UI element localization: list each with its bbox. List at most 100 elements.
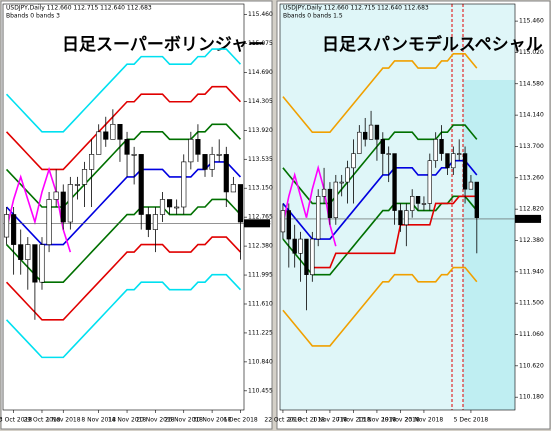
x-tick-label: 6 Dec 2018 [223,417,258,424]
candle-body [60,191,66,223]
candle-body [103,131,109,140]
candle-body [25,244,31,260]
candle-body [445,153,450,169]
candle-body [298,238,303,254]
left-panel[interactable] [0,0,273,430]
y-tick-label: 111.610 [248,300,273,307]
band-line [282,53,478,134]
candle-body [188,139,194,163]
candle-body [286,210,291,240]
candle-body [237,184,244,223]
price-tag-label: 112.683 [246,220,271,227]
y-tick-label: 110.180 [519,394,544,401]
y-tick-label: 115.460 [248,11,273,18]
y-tick-label: 111.060 [519,331,544,338]
x-tick-label: 7 Nov 2018 [336,417,371,424]
candle-body [321,188,327,197]
candle-body [474,181,479,218]
candle-body [209,154,215,170]
candle-body [39,244,45,283]
candle-body [363,131,368,140]
candle-body [32,244,38,283]
candle-body [74,184,80,186]
band-line [5,166,72,253]
y-tick-label: 115.075 [248,40,273,47]
candle-body [357,131,362,154]
x-tick-label: 1 Nov 2018 [313,417,348,424]
candle-body [195,139,201,155]
candle-body [181,161,187,208]
candle-body [3,214,10,238]
candle-body [230,184,236,193]
candle-body [333,181,338,218]
band-line [282,159,478,240]
candle-body [339,181,344,184]
candle-body [67,184,73,223]
candle-body [427,160,432,204]
band-line [282,266,478,347]
price-tag [244,219,270,228]
candle-body [152,214,158,230]
candle-body [81,169,88,185]
band-line [312,195,477,269]
x-tick-label: 5 Dec 2018 [454,417,489,424]
y-tick-label: 111.500 [519,300,544,307]
y-tick-label: 112.380 [519,237,544,244]
y-tick-label: 114.140 [519,112,544,119]
x-tick-label: 23 Oct 2018 [0,417,32,424]
y-tick-label: 113.920 [248,127,273,134]
candle-body [138,154,144,215]
candle-body [110,123,116,140]
candle-body [451,153,456,169]
candle-body [380,139,385,154]
y-tick-label: 114.580 [519,80,544,87]
candle-body [53,191,59,200]
y-tick-label: 114.305 [248,98,273,105]
candle-body [457,153,462,155]
plot-frame [279,3,516,411]
x-tick-label: 8 Nov 2018 [81,417,116,424]
candle-body [462,153,468,190]
candle-body [404,210,409,226]
y-tick-label: 113.260 [519,174,544,181]
candle-body [386,153,391,155]
subheader: Bbands 0 bands 1.5 [283,13,343,20]
candle-body [223,154,229,193]
x-tick-label: 22 Oct 2018 [264,417,301,424]
candle-body [468,181,474,190]
y-tick-label: 113.150 [248,185,273,192]
candle-body [292,238,297,254]
x-tick-label: 23 Nov 2018 [405,417,444,424]
y-tick-label: 110.455 [248,387,273,394]
x-tick-label: 29 Oct 2018 [23,417,60,424]
y-tick-label: 111.940 [519,268,544,275]
band-line [5,161,242,246]
header: USDJPY,Daily 112.660 112.715 112.640 112… [6,5,152,12]
y-tick-label: 115.460 [519,18,544,25]
candle-body [410,196,415,211]
band-line [5,236,242,321]
x-tick-label: 1 Nov 2018 [46,417,81,424]
candle-body [174,206,180,209]
plot-frame [2,3,245,411]
band-line [5,273,242,359]
chart-title: 日足スパンモデルスペシャル [322,34,543,55]
y-tick-label: 111.995 [248,272,273,279]
x-tick-label: 13 Nov 2018 [358,417,397,424]
candle-body [131,154,137,156]
candle-body [439,139,444,154]
candle-body [11,214,17,245]
y-tick-label: 111.225 [248,329,273,336]
subheader: Bbands 0 bands 3 [6,13,60,20]
candle-body [392,153,397,211]
candle-body [124,139,130,155]
candle-body [89,154,95,170]
x-tick-label: 26 Oct 2018 [288,417,325,424]
candle-body [46,199,52,245]
candle-body [351,153,356,169]
candle-body [280,210,286,233]
y-tick-label: 113.700 [519,143,544,150]
band-line [5,48,242,133]
candle-body [310,238,315,275]
